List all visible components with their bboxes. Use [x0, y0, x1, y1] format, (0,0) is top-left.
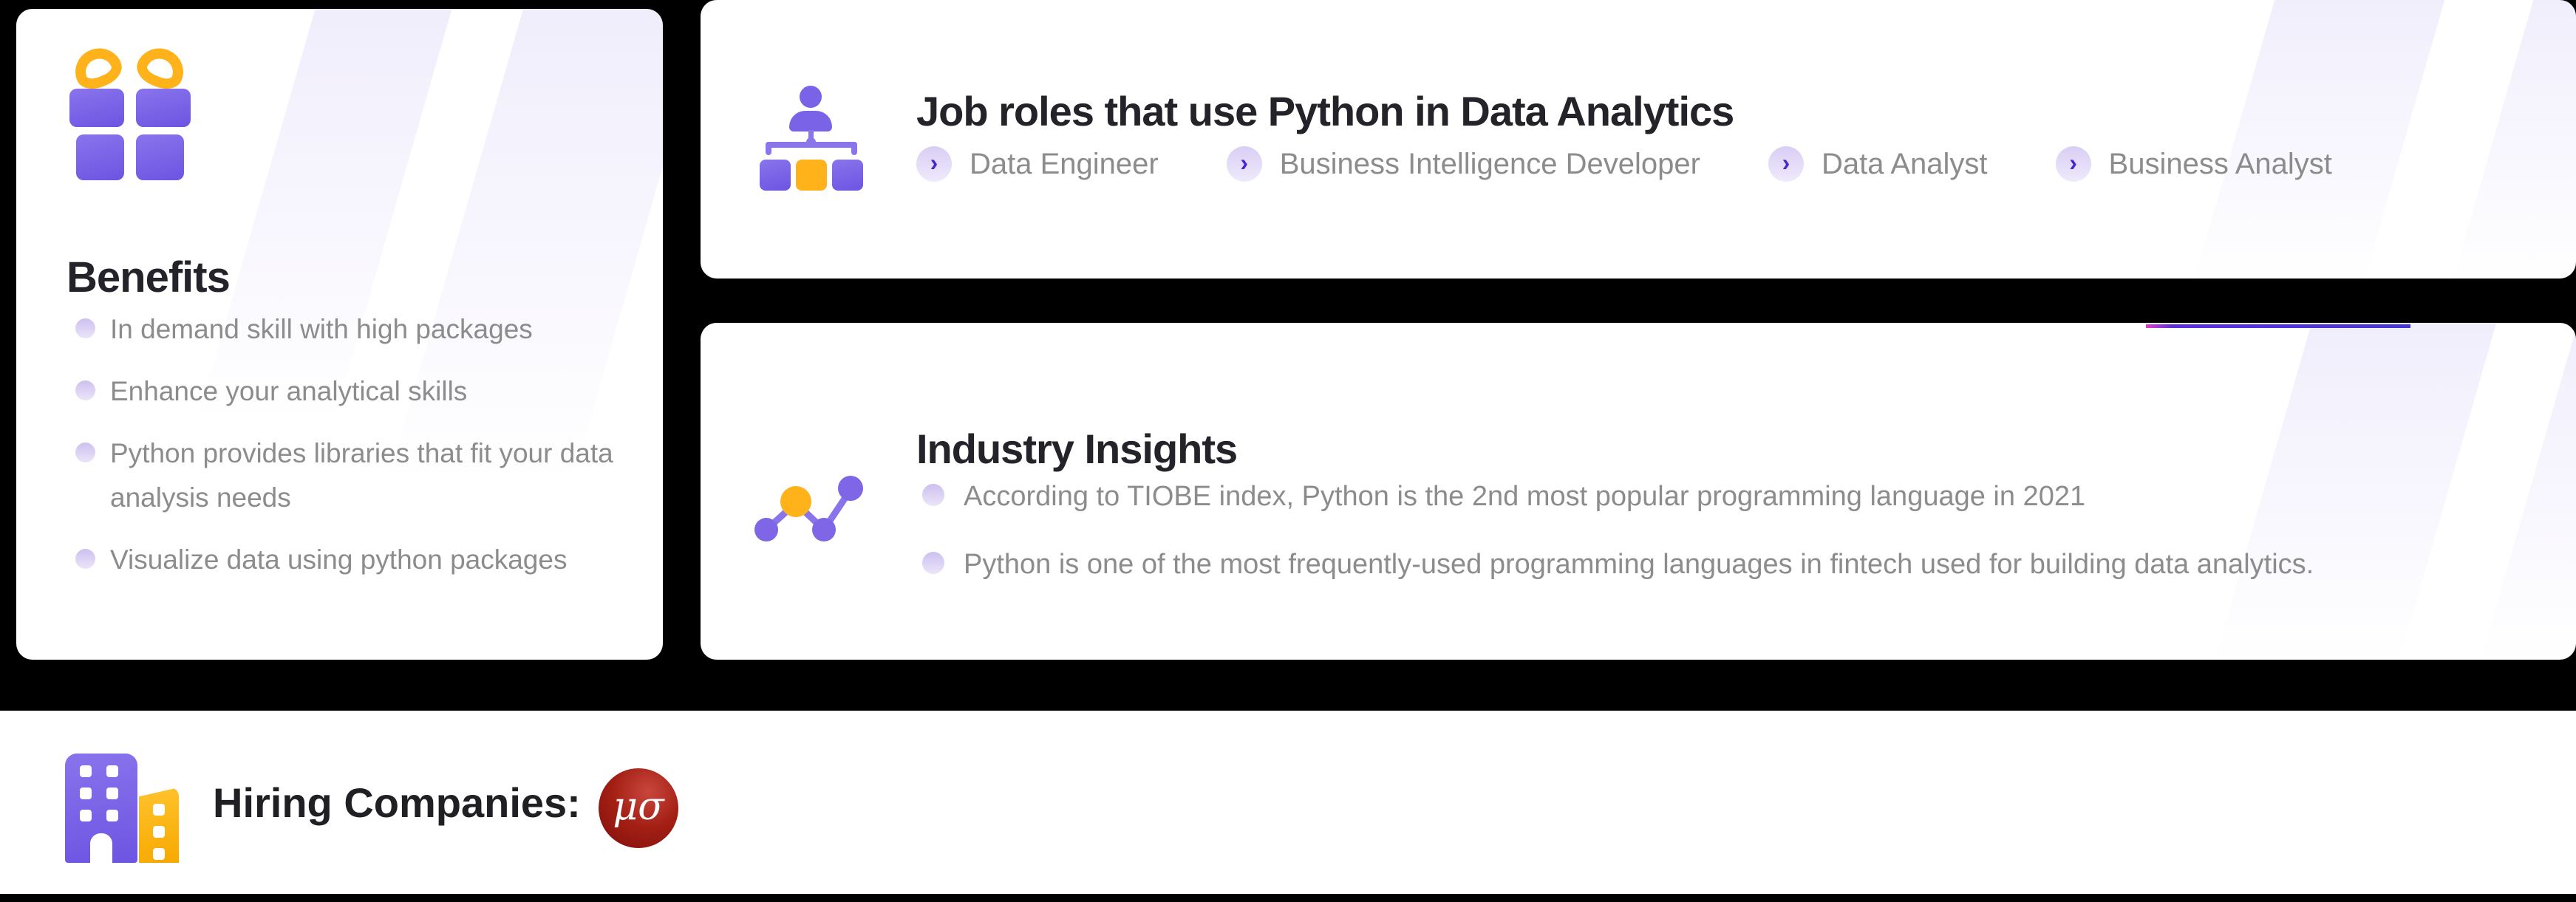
gift-bow-right	[132, 41, 191, 95]
list-item: According to TIOBE index, Python is the …	[922, 475, 2533, 518]
gift-icon	[68, 41, 192, 180]
roles-row: › Data Engineer › Business Intelligence …	[916, 146, 2332, 182]
insights-list: According to TIOBE index, Python is the …	[922, 475, 2533, 586]
purple-accent-line	[2146, 324, 2410, 328]
list-item: In demand skill with high packages	[75, 307, 627, 352]
benefits-card: Benefits In demand skill with high packa…	[16, 9, 663, 660]
building-icon	[65, 754, 180, 863]
logo-mu-sigma: μσ	[599, 768, 678, 848]
list-item: Visualize data using python packages	[75, 538, 627, 582]
job-roles-card: Job roles that use Python in Data Analyt…	[701, 0, 2576, 279]
building-side	[139, 787, 179, 863]
org-connector	[806, 137, 816, 147]
org-node	[796, 160, 827, 191]
bullet-icon	[75, 380, 95, 400]
hiring-companies-label: Hiring Companies:	[213, 779, 581, 826]
job-roles-title: Job roles that use Python in Data Analyt…	[916, 88, 1734, 135]
role-item: › Business Intelligence Developer	[1226, 146, 1700, 182]
list-item: Python is one of the most frequently-use…	[922, 543, 2533, 586]
chevron-badge-icon: ›	[916, 146, 952, 182]
list-item: Python provides libraries that fit your …	[75, 431, 627, 520]
role-item: › Data Engineer	[916, 146, 1159, 182]
mu-sigma-text: μσ	[613, 785, 664, 829]
list-item: Enhance your analytical skills	[75, 369, 627, 414]
gift-lid	[136, 89, 191, 127]
insight-text: Python is one of the most frequently-use…	[964, 549, 2314, 580]
bullet-icon	[922, 552, 944, 574]
benefit-text: Enhance your analytical skills	[110, 376, 468, 406]
bullet-icon	[75, 443, 95, 462]
decorative-streak	[2450, 0, 2576, 279]
org-node	[832, 160, 863, 191]
role-label: Business Intelligence Developer	[1279, 147, 1700, 180]
org-person-body	[789, 111, 832, 131]
benefits-list: In demand skill with high packages Enhan…	[75, 307, 627, 582]
role-item: › Data Analyst	[1768, 146, 1988, 182]
chevron-badge-icon: ›	[1768, 146, 1804, 182]
gift-box	[136, 134, 184, 180]
role-label: Business Analyst	[2108, 147, 2332, 180]
building-door	[90, 833, 112, 863]
bullet-icon	[75, 318, 95, 338]
role-label: Data Engineer	[970, 147, 1159, 180]
gift-lid	[69, 89, 124, 127]
org-connector	[766, 142, 771, 155]
role-label: Data Analyst	[1821, 147, 1988, 180]
org-person-head	[800, 86, 822, 108]
benefits-title: Benefits	[67, 253, 231, 302]
org-node	[760, 160, 791, 191]
insight-text: According to TIOBE index, Python is the …	[964, 481, 2086, 512]
industry-insights-title: Industry Insights	[916, 426, 1238, 473]
bullet-icon	[922, 484, 944, 506]
benefit-text: Python provides libraries that fit your …	[110, 438, 613, 513]
chevron-badge-icon: ›	[1226, 146, 1262, 182]
gift-box	[76, 134, 124, 180]
building-main	[65, 754, 137, 863]
org-connector	[808, 130, 814, 143]
org-connector	[851, 142, 857, 155]
industry-insights-card: Industry Insights According to TIOBE ind…	[701, 323, 2576, 660]
benefit-text: In demand skill with high packages	[110, 314, 533, 344]
bullet-icon	[75, 549, 95, 569]
decorative-streak	[2192, 0, 2453, 279]
scatter-line-icon	[754, 476, 863, 541]
chevron-badge-icon: ›	[2055, 146, 2091, 182]
org-chart-icon	[760, 86, 863, 191]
gift-bow-left	[68, 41, 127, 95]
role-item: › Business Analyst	[2055, 146, 2332, 182]
benefit-text: Visualize data using python packages	[110, 544, 568, 575]
hiring-companies-bar: Hiring Companies: μσ IBM accen>ture tcs …	[0, 711, 2576, 894]
